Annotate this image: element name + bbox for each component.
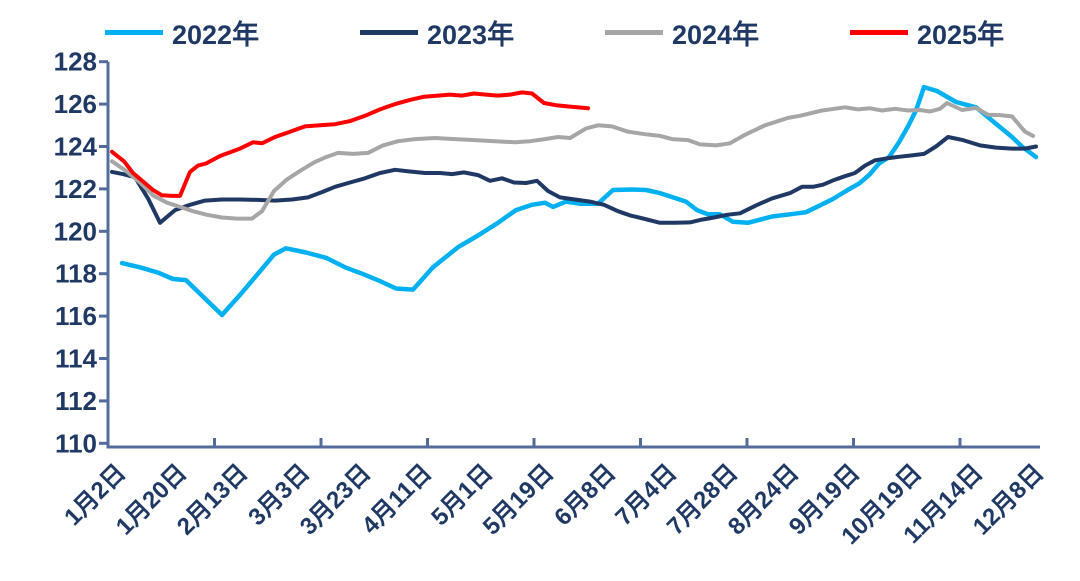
y-tick-label: 124 <box>54 132 98 162</box>
series-line-2024 <box>110 101 1035 221</box>
legend-swatch <box>605 29 663 35</box>
legend-item-2023: 2023年 <box>360 14 514 50</box>
legend-item-2022: 2022年 <box>105 14 259 50</box>
legend-swatch <box>360 29 418 35</box>
legend-label: 2022年 <box>172 19 260 50</box>
series-line-2025 <box>110 90 590 198</box>
series-line-2022 <box>119 84 1039 318</box>
series-line-2023 <box>110 135 1038 225</box>
y-tick-label: 112 <box>55 386 97 416</box>
y-tick-label: 126 <box>54 89 97 119</box>
legend-swatch <box>850 29 908 35</box>
chart-legend: 2022年 2023年 2024年 2025年 <box>0 14 1080 54</box>
y-tick-label: 118 <box>55 259 97 289</box>
legend-label: 2024年 <box>672 19 760 50</box>
legend-item-2025: 2025年 <box>850 14 1004 50</box>
legend-label: 2023年 <box>427 19 515 50</box>
legend-item-2024: 2024年 <box>605 14 759 50</box>
legend-label: 2025年 <box>917 19 1005 50</box>
y-tick-label: 110 <box>55 428 97 458</box>
y-tick-label: 114 <box>55 344 97 374</box>
y-tick-label: 122 <box>54 174 97 204</box>
legend-swatch <box>105 29 163 35</box>
x-tick-label: 6月8日 <box>549 459 621 531</box>
y-tick-label: 120 <box>54 216 97 246</box>
y-tick-label: 128 <box>54 47 97 77</box>
y-tick-label: 116 <box>55 301 97 331</box>
